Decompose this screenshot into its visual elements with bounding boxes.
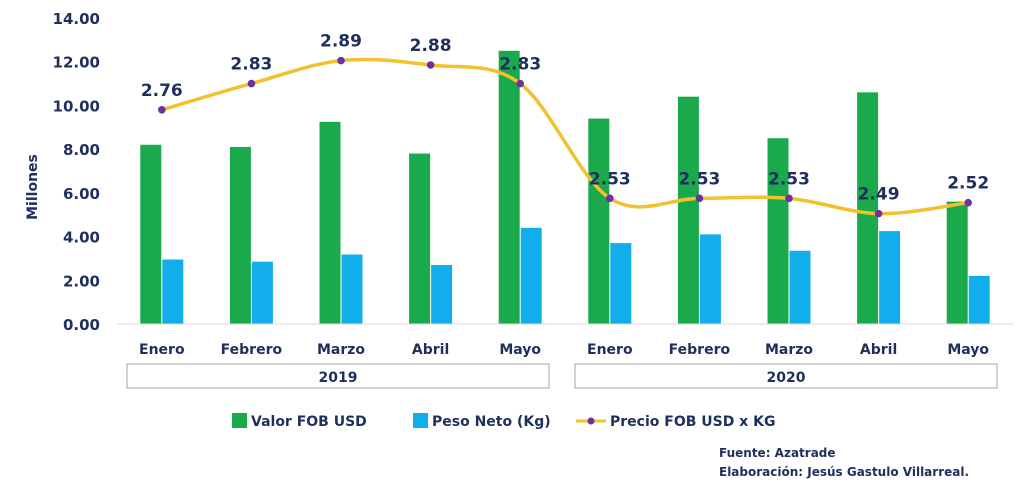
legend: Valor FOB USD Peso Neto (Kg) Precio FOB … xyxy=(232,413,775,430)
price-marker xyxy=(337,56,345,65)
x-tick-label: Febrero xyxy=(221,342,283,358)
price-marker xyxy=(964,198,972,207)
x-tick-label: Abril xyxy=(412,342,449,358)
bar-valor-fob xyxy=(677,96,699,324)
legend-label-valor: Valor FOB USD xyxy=(251,414,367,430)
bar-valor-fob xyxy=(229,146,251,324)
y-tick-label: 4.00 xyxy=(63,229,100,247)
bar-peso-neto xyxy=(789,250,811,324)
y-tick-label: 14.00 xyxy=(53,10,100,28)
price-data-label: 2.88 xyxy=(410,36,452,56)
bar-peso-neto xyxy=(699,234,721,324)
x-tick-label: Marzo xyxy=(765,342,813,358)
bar-valor-fob xyxy=(140,144,162,324)
bar-valor-fob xyxy=(767,138,789,324)
x-axis: Enero Febrero Marzo Abril Mayo Enero Febrero Ma… xyxy=(117,323,1013,389)
bar-peso-neto xyxy=(341,254,363,324)
x-tick-label: Abril xyxy=(860,342,897,358)
price-data-label: 2.83 xyxy=(499,55,541,75)
source-note: Fuente: Azatrade xyxy=(719,446,836,460)
legend-marker-precio xyxy=(587,417,595,425)
year-group-label: 2019 xyxy=(319,370,358,386)
author-note: Elaboración: Jesús Gastulo Villarreal. xyxy=(719,465,970,479)
price-data-label: 2.53 xyxy=(768,169,810,189)
x-tick-label: Febrero xyxy=(669,342,731,358)
legend-label-precio: Precio FOB USD x KG xyxy=(610,414,775,430)
price-marker xyxy=(516,79,524,88)
bar-peso-neto xyxy=(879,231,901,324)
y-tick-label: 8.00 xyxy=(63,141,100,159)
y-tick-label: 10.00 xyxy=(53,97,100,115)
y-tick-label: 2.00 xyxy=(63,272,100,290)
bar-valor-fob xyxy=(498,50,520,325)
y-tick-label: 0.00 xyxy=(63,316,100,334)
bar-peso-neto xyxy=(162,259,184,324)
year-group-box xyxy=(574,363,998,389)
price-data-label: 2.83 xyxy=(230,55,272,75)
price-marker xyxy=(426,61,435,69)
price-line: 2.76 2.83 2.89 2.88 2.83 2.53 2.53 2.53 2.49 2.52 xyxy=(141,32,989,218)
bar-valor-fob xyxy=(588,118,610,325)
x-tick-label: Enero xyxy=(587,342,633,358)
x-tick-label: Enero xyxy=(139,342,185,358)
price-line-path xyxy=(161,57,969,216)
legend-swatch-peso xyxy=(413,413,428,428)
bar-peso-neto xyxy=(520,227,542,324)
x-tick-label: Mayo xyxy=(947,342,989,358)
y-axis-label: Millones xyxy=(25,154,41,220)
price-data-label: 2.76 xyxy=(141,81,183,101)
legend-label-peso: Peso Neto (Kg) xyxy=(432,414,551,430)
price-marker xyxy=(606,194,614,203)
bar-valor-fob xyxy=(319,121,341,324)
year-group-label: 2020 xyxy=(767,370,806,386)
price-marker xyxy=(785,194,793,203)
price-marker xyxy=(695,194,704,203)
price-data-label: 2.52 xyxy=(947,174,989,194)
year-group-box xyxy=(126,363,550,389)
bar-peso-neto xyxy=(968,275,990,324)
x-tick-label: Marzo xyxy=(317,342,365,358)
legend-swatch-valor xyxy=(232,413,247,428)
y-tick-label: 12.00 xyxy=(53,54,100,72)
price-marker xyxy=(247,79,256,88)
bar-valor-fob xyxy=(946,201,968,324)
bar-peso-neto xyxy=(431,264,453,324)
price-data-label: 2.53 xyxy=(678,169,720,189)
price-data-label: 2.53 xyxy=(589,169,631,189)
price-data-label: 2.89 xyxy=(320,32,362,52)
bar-peso-neto xyxy=(610,243,632,324)
x-tick-label: Mayo xyxy=(499,342,541,358)
y-tick-label: 6.00 xyxy=(63,185,100,203)
price-marker xyxy=(874,209,883,218)
price-data-label: 2.49 xyxy=(858,185,900,205)
bar-valor-fob xyxy=(409,153,431,324)
price-marker xyxy=(158,106,166,114)
bar-valor-fob xyxy=(857,92,879,324)
y-axis: 0.00 2.00 4.00 6.00 8.00 10.00 12.00 14.00 xyxy=(53,10,100,334)
bar-peso-neto xyxy=(251,261,273,324)
bars xyxy=(140,50,990,325)
